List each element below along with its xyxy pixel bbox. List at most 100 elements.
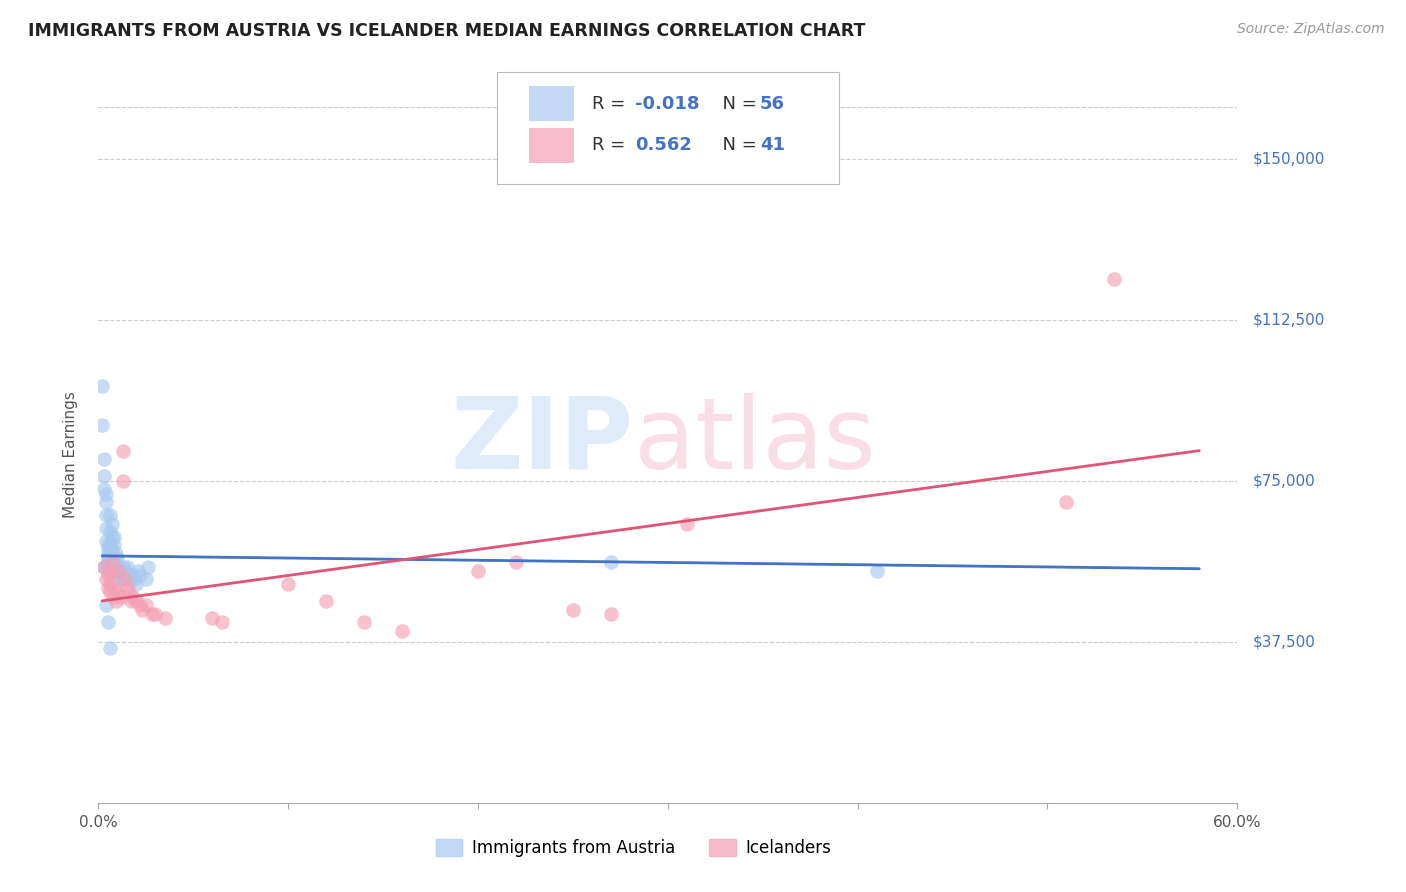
Point [676,516,699,531]
Text: 41: 41 [761,136,785,154]
Point [141,607,163,621]
Point [103,581,125,595]
Point [98,525,121,540]
Point [112,559,135,574]
Point [118,568,141,582]
Text: 56: 56 [761,95,785,112]
Text: $150,000: $150,000 [1253,151,1324,166]
Text: 0.562: 0.562 [636,136,692,154]
Point [94,521,117,535]
Point [108,564,131,578]
Point [104,555,127,569]
Point [600,607,623,621]
Point [103,590,125,604]
Point [94,599,117,613]
Text: N =: N = [711,95,762,112]
Point [100,516,122,531]
Point [125,594,148,608]
Point [98,547,121,561]
Point [112,474,135,488]
Point [866,564,889,578]
Text: ZIP: ZIP [451,392,634,490]
Point [100,555,122,569]
Point [94,533,117,548]
Point [94,495,117,509]
Point [91,417,114,432]
Point [121,590,143,604]
Bar [529,87,575,121]
Point [107,559,129,574]
Point [104,594,127,608]
Point [97,542,120,557]
Point [107,585,129,599]
Point [107,568,129,582]
Point [135,573,157,587]
Point [114,573,136,587]
Text: $37,500: $37,500 [1253,634,1316,649]
Point [112,443,135,458]
Point [93,469,115,483]
Point [91,379,114,393]
Point [315,594,337,608]
Point [100,529,122,543]
Point [112,573,135,587]
Text: N =: N = [711,136,762,154]
Point [97,538,120,552]
Point [121,568,143,582]
Point [97,551,120,566]
Point [97,615,120,630]
Point [94,486,117,500]
Point [93,452,115,467]
Point [135,599,157,613]
Point [98,538,121,552]
Point [1056,495,1078,509]
Point [97,568,120,582]
Point [115,559,138,574]
Point [97,547,120,561]
Text: $112,500: $112,500 [1253,312,1324,327]
Point [103,529,125,543]
Point [153,611,176,625]
Point [562,602,585,616]
Point [93,559,115,574]
Legend: Immigrants from Austria, Icelanders: Immigrants from Austria, Icelanders [429,832,838,864]
Point [97,555,120,569]
Point [353,615,375,630]
Point [104,559,127,574]
Point [93,483,115,497]
Point [129,568,152,582]
Point [129,599,152,613]
Point [110,568,132,582]
Point [103,538,125,552]
Point [94,508,117,522]
Point [505,555,527,569]
FancyBboxPatch shape [498,72,839,184]
Point [98,585,121,599]
Point [110,590,132,604]
Point [97,555,120,569]
Point [1102,272,1125,286]
Point [131,602,153,616]
Point [97,581,120,595]
Point [100,564,122,578]
Point [94,573,117,587]
Point [108,564,131,578]
Point [93,559,115,574]
Point [115,581,138,595]
Point [98,576,121,591]
Point [127,564,149,578]
Text: R =: R = [592,95,630,112]
Point [107,551,129,566]
Point [124,573,146,587]
Text: atlas: atlas [634,392,876,490]
Text: Source: ZipAtlas.com: Source: ZipAtlas.com [1237,22,1385,37]
Point [97,564,120,578]
Bar [529,128,575,162]
Point [98,641,121,656]
Point [114,564,136,578]
Point [201,611,224,625]
Point [100,542,122,557]
Point [125,576,148,591]
Point [118,585,141,599]
Text: IMMIGRANTS FROM AUSTRIA VS ICELANDER MEDIAN EARNINGS CORRELATION CHART: IMMIGRANTS FROM AUSTRIA VS ICELANDER MED… [28,22,866,40]
